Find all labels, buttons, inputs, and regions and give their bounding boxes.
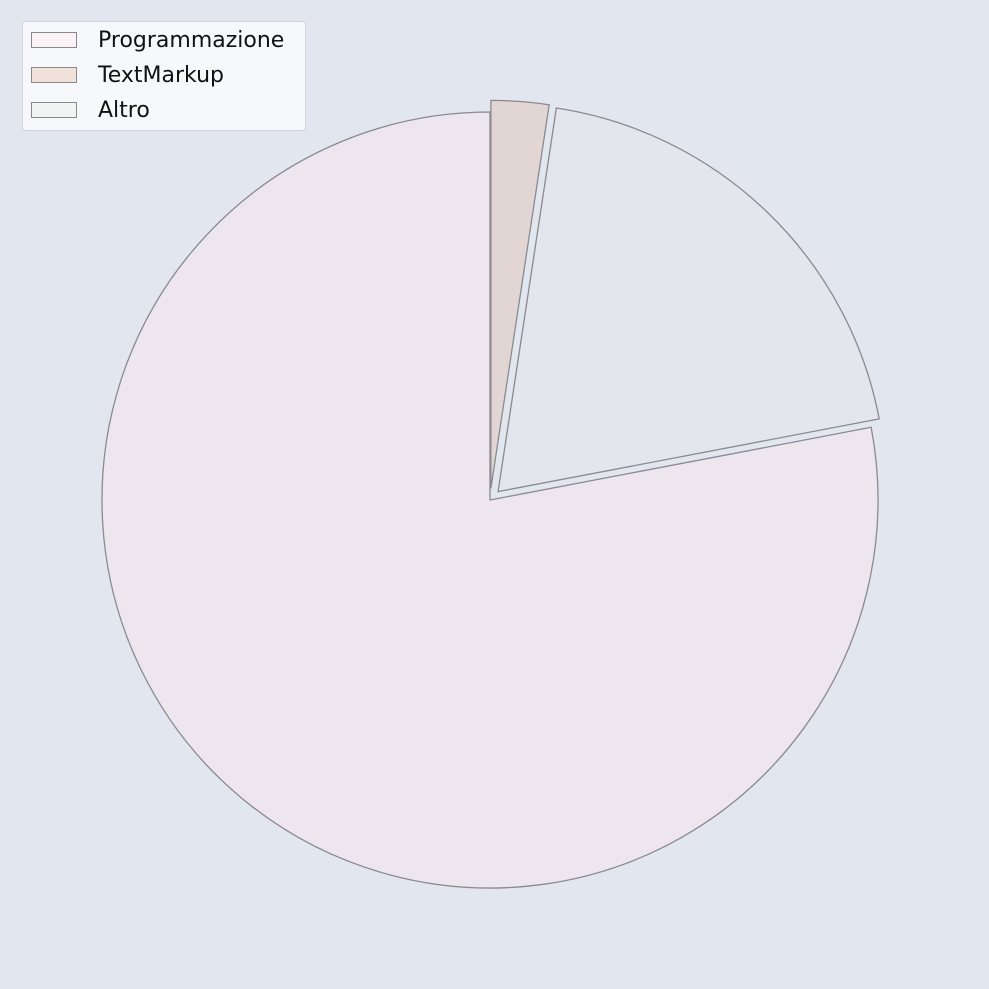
legend: Programmazione TextMarkup Altro (22, 21, 306, 131)
legend-item-programmazione: Programmazione (23, 28, 305, 63)
pie-slice-textmarkup (490, 99, 550, 489)
pie-slice-programmazione (101, 111, 879, 889)
legend-label-programmazione: Programmazione (98, 28, 285, 53)
pie-slices (101, 99, 880, 889)
pie-slice-altro (497, 107, 880, 493)
legend-swatch-altro (31, 102, 77, 118)
legend-swatch-textmarkup (31, 67, 77, 83)
legend-item-altro: Altro (23, 98, 305, 133)
legend-label-textmarkup: TextMarkup (98, 63, 224, 88)
legend-item-textmarkup: TextMarkup (23, 63, 305, 98)
legend-swatch-programmazione (31, 32, 77, 48)
legend-label-altro: Altro (98, 98, 150, 123)
